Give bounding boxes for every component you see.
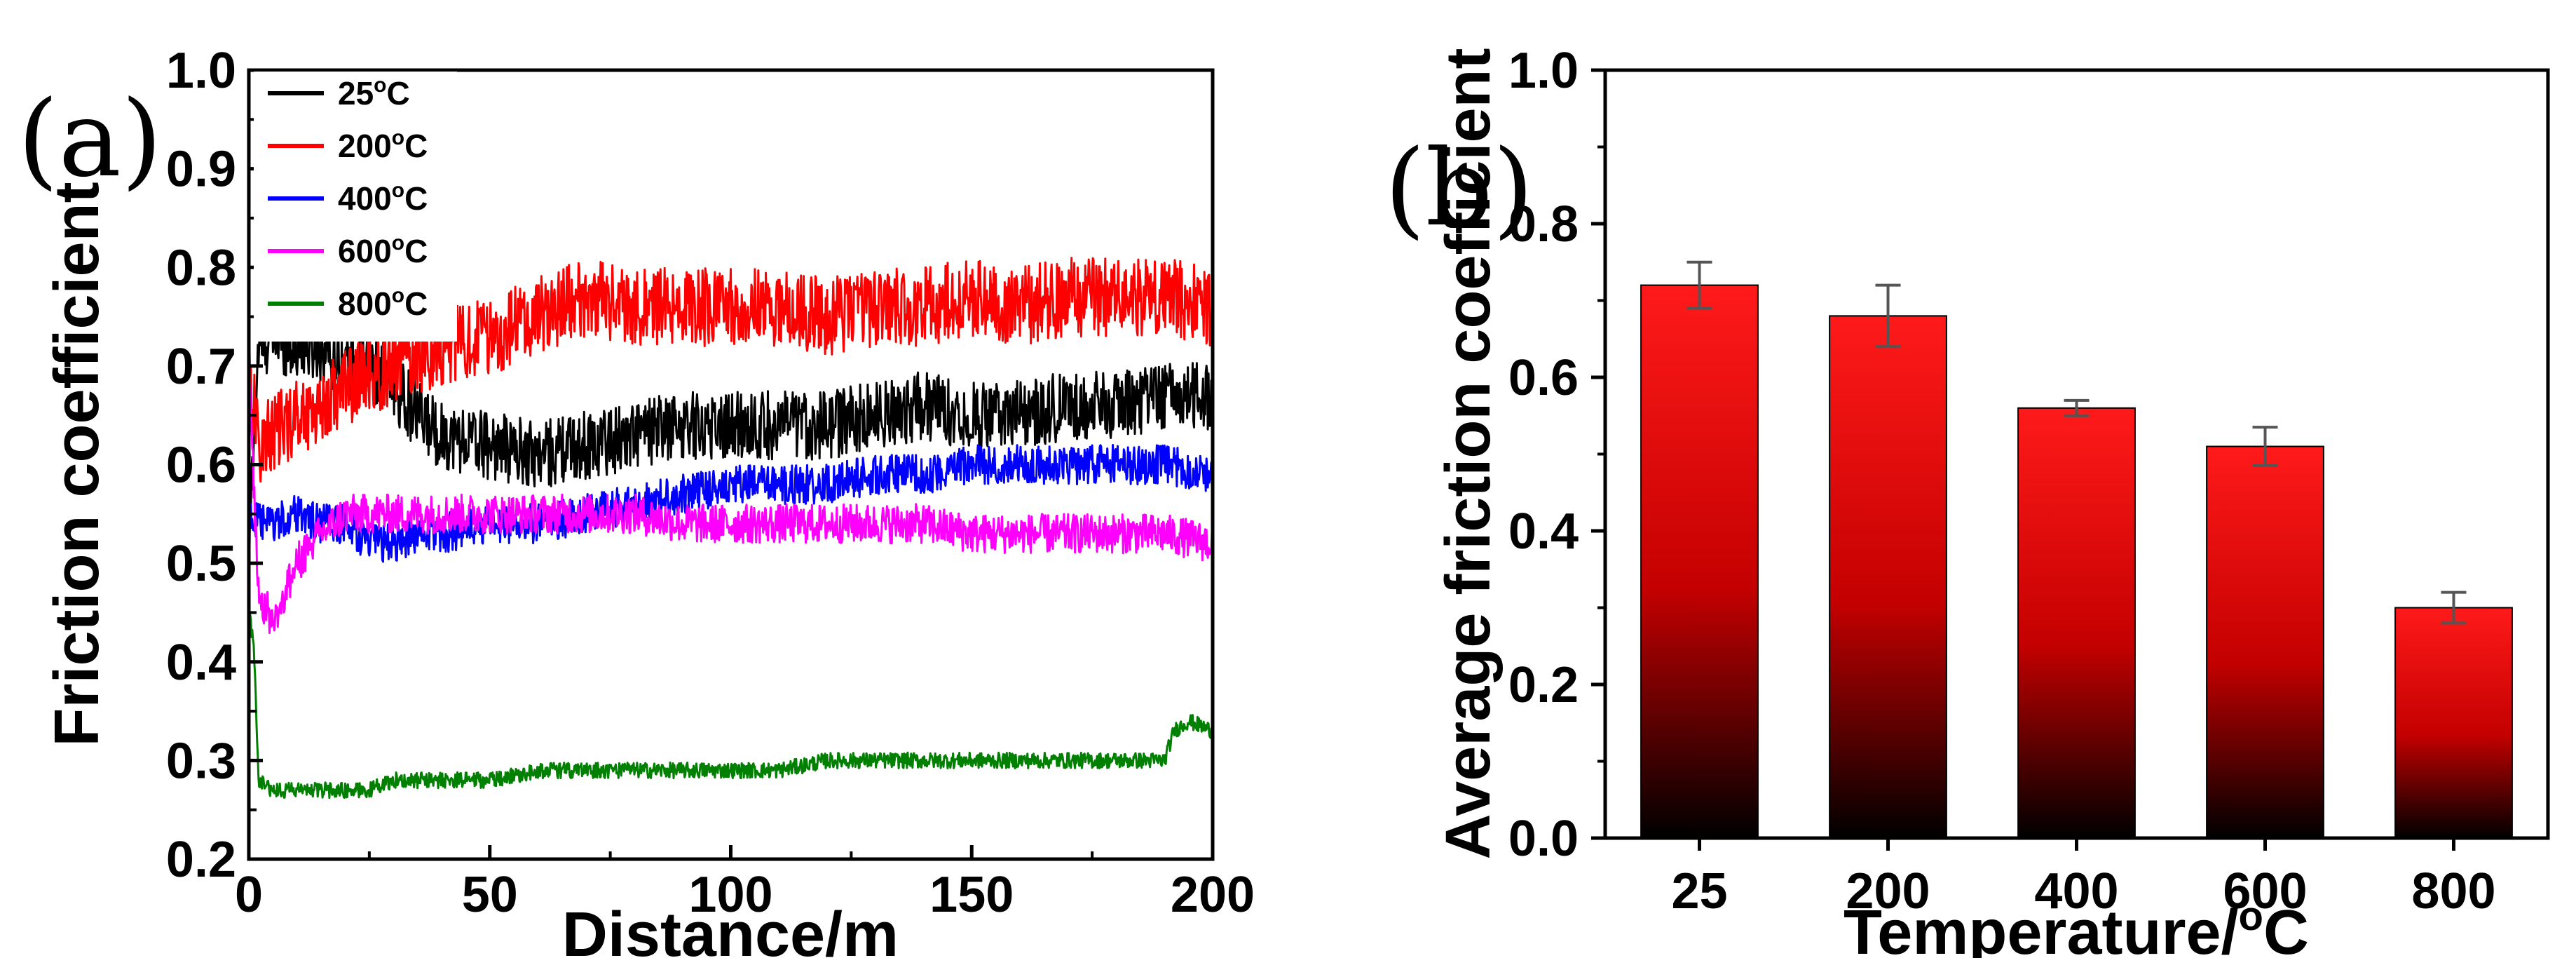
b-x-tick-label: 400: [2034, 863, 2118, 919]
a-y-tick-label: 0.6: [166, 438, 236, 494]
series-line-600: [247, 356, 1214, 634]
b-x-axis-title-suffix: C: [2263, 898, 2309, 958]
a-x-tick-label: 150: [929, 867, 1014, 923]
b-x-axis-title-base: Temperature/: [1844, 898, 2239, 958]
b-y-tick-label: 0.4: [1508, 504, 1579, 560]
b-y-tick-label: 0.8: [1508, 196, 1579, 252]
series-line-400: [247, 444, 1214, 563]
legend-label-600: 600oC: [338, 231, 428, 269]
a-y-tick-label: 0.3: [166, 733, 236, 789]
a-x-tick-label: 0: [235, 867, 263, 923]
a-y-tick-label: 0.9: [166, 142, 236, 198]
legend-label-400: 400oC: [338, 179, 428, 217]
legend-label-800: 800oC: [338, 284, 428, 322]
b-bars: [1640, 260, 2513, 839]
a-x-tick-label: 50: [462, 867, 518, 923]
b-x-tick-label: 600: [2223, 863, 2307, 919]
a-x-axis-title: Distance/m: [562, 900, 899, 958]
bar-400: [2017, 407, 2136, 839]
b-y-tick-label: 0.0: [1508, 811, 1579, 867]
bar-200: [1829, 315, 1947, 839]
a-y-axis-title: Friction coefficient: [42, 182, 112, 746]
panel-a-label: (a): [18, 79, 162, 201]
legend-label-25: 25oC: [338, 74, 410, 112]
b-y-tick-label: 1.0: [1508, 43, 1579, 99]
b-x-axis-title: Temperature/oC: [1844, 893, 2309, 958]
a-x-tick-label: 200: [1171, 867, 1255, 923]
b-x-tick-label: 25: [1671, 863, 1727, 919]
bar-800: [2394, 607, 2513, 839]
panel-b-label: (b): [1384, 128, 1534, 250]
b-x-tick-label: 200: [1846, 863, 1930, 919]
b-x-tick-label: 800: [2411, 863, 2495, 919]
a-legend-box: [254, 72, 457, 342]
a-y-tick-label: 0.7: [166, 339, 236, 395]
a-y-tick-label: 0.2: [166, 832, 236, 888]
b-y-axis-title: Average friction coefficient: [1433, 48, 1504, 860]
a-y-tick-label: 0.5: [166, 536, 236, 592]
bar-600: [2206, 445, 2324, 839]
b-y-tick-label: 0.2: [1508, 657, 1579, 713]
bar-25: [1640, 284, 1759, 839]
panel-a-line-chart: 0 50 100 150 2000.20.30.40.50.60.70.80.91.0 …: [42, 43, 1255, 958]
legend-label-200: 200oC: [338, 126, 428, 164]
series-line-200: [247, 257, 1214, 483]
a-axes: 0 50 100 150 200 0.2 0.3 0.4 0.5 0.6 0.7 0.8 0.9 1.0: [166, 43, 1255, 923]
a-y-tick-label: 0.8: [166, 240, 236, 296]
b-x-axis-title-sup: o: [2239, 893, 2263, 939]
a-y-tick-label: 0.4: [166, 635, 236, 691]
panel-b-bar-chart: 25 200 400 600 800 0.0 0.2 0.4 0.6 0.8 1.0 Tempera…: [1433, 43, 2550, 958]
series-line-800: [247, 614, 1214, 800]
a-series-lines: [247, 257, 1214, 800]
a-y-tick-label: 1.0: [166, 43, 236, 99]
a-x-tick-label: 100: [688, 867, 772, 923]
b-y-tick-label: 0.6: [1508, 350, 1579, 406]
a-legend: 25oC 200oC 400oC 600oC 800oC: [254, 72, 457, 342]
b-axes: 25 200 400 600 800 0.0 0.2 0.4 0.6 0.8 1.0: [1508, 43, 2496, 919]
